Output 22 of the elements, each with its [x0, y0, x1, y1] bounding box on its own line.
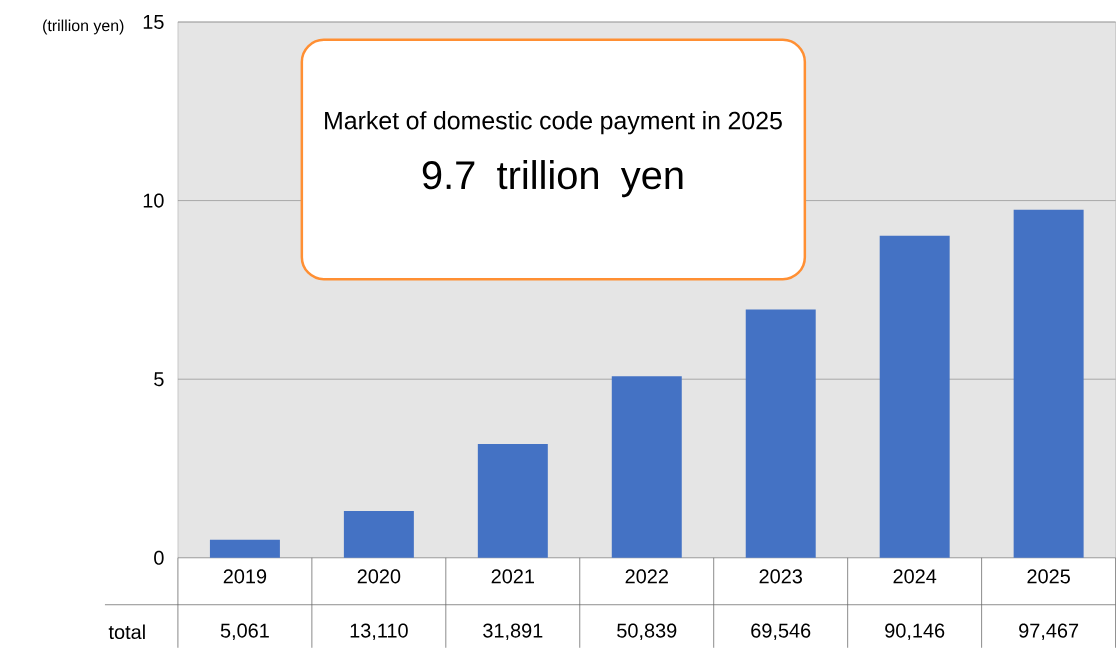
y-tick-label: 0 — [154, 550, 164, 565]
text: 97,467 — [1019, 623, 1079, 640]
y-axis-title: (trillion yen) — [43, 19, 124, 35]
x-tick-label: 2024 — [893, 569, 937, 584]
x-tick-label: 2020 — [357, 569, 401, 584]
x-tick-label: 2021 — [491, 569, 534, 584]
x-tick-label: 2023 — [759, 569, 802, 584]
text: 50,839 — [617, 623, 677, 640]
text: 5,061 — [220, 623, 269, 640]
y-tick-label: 10 — [143, 193, 164, 208]
text: 69,546 — [751, 623, 811, 640]
annotation: Market of domestic code payment in 2025 — [325, 111, 782, 135]
x-tick-label: 2022 — [625, 569, 668, 584]
x-tick-label: 2025 — [1027, 569, 1070, 584]
y-tick-label: 15 — [143, 14, 164, 29]
x-tick-label: 2019 — [223, 569, 267, 584]
text: 31,891 — [483, 623, 543, 640]
text: 13,110 — [350, 623, 408, 640]
text: total — [108, 624, 145, 640]
annotation: 9.7 trillion yen — [422, 159, 683, 198]
y-tick-label: 5 — [154, 372, 164, 387]
text: 90,146 — [885, 623, 945, 640]
